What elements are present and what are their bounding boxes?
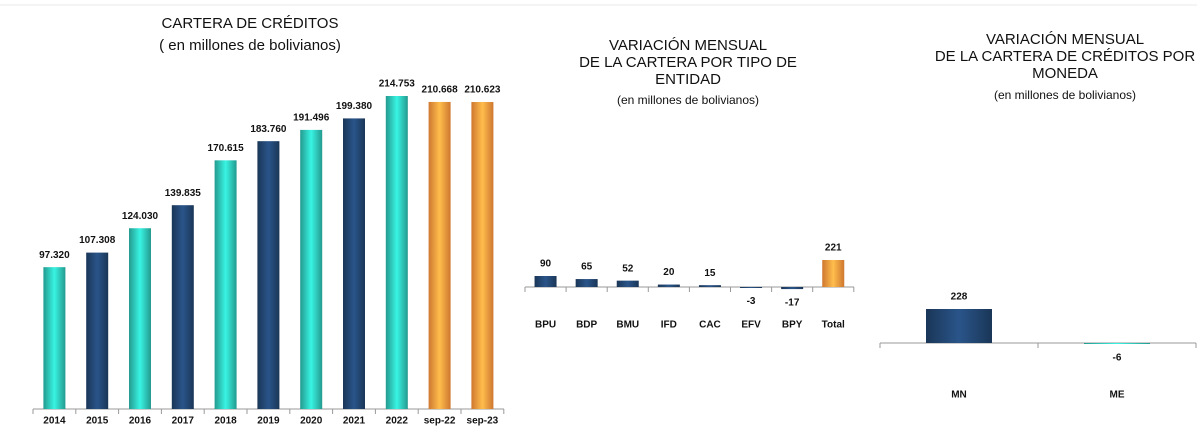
value-label: 124.030 <box>122 211 159 222</box>
bar <box>385 96 408 409</box>
value-label: 107.308 <box>79 235 116 246</box>
x-tick-label: 2020 <box>300 416 323 427</box>
value-label: 210.623 <box>464 85 501 96</box>
value-label: 191.496 <box>293 113 330 124</box>
chart-subtitle: ( en millones de bolivianos) <box>159 37 341 54</box>
x-tick-label: sep-23 <box>467 416 499 427</box>
bar <box>257 141 280 409</box>
value-label: 15 <box>704 268 716 279</box>
value-label: -17 <box>785 298 800 309</box>
bar <box>129 228 151 409</box>
x-tick-label: 2017 <box>172 416 195 427</box>
x-tick-label: Total <box>822 320 845 331</box>
x-tick-label: IFD <box>661 320 677 331</box>
bar <box>616 280 639 287</box>
bar <box>534 276 557 287</box>
x-tick-label: MN <box>951 390 967 401</box>
x-tick-label: BPY <box>782 320 803 331</box>
chart-title: VARIACIÓN MENSUAL <box>986 31 1144 48</box>
x-tick-label: 2015 <box>86 416 109 427</box>
bar <box>740 287 763 288</box>
bar <box>575 279 598 287</box>
chart-title: DE LA CARTERA DE CRÉDITOS POR <box>935 48 1196 65</box>
x-tick-label: BDP <box>576 320 597 331</box>
x-tick-label: sep-22 <box>424 416 456 427</box>
value-label: 183.760 <box>250 124 287 135</box>
x-tick-label: EFV <box>741 320 761 331</box>
bar <box>822 260 845 287</box>
chart-title: VARIACIÓN MENSUAL <box>609 37 767 54</box>
x-tick-label: CAC <box>699 320 721 331</box>
chart-subtitle: (en millones de bolivianos) <box>617 93 759 107</box>
chart-title: CARTERA DE CRÉDITOS <box>162 15 339 32</box>
chart-subtitle: (en millones de bolivianos) <box>994 88 1136 102</box>
value-label: 97.320 <box>39 250 70 261</box>
bar <box>171 205 194 409</box>
value-label: 221 <box>825 243 842 254</box>
value-label: 170.615 <box>208 143 245 154</box>
value-label: 90 <box>540 259 552 270</box>
x-tick-label: 2021 <box>343 416 366 427</box>
x-tick-label: BMU <box>616 320 639 331</box>
value-label: 20 <box>663 267 675 278</box>
value-label: 65 <box>581 262 593 273</box>
x-tick-label: 2016 <box>129 416 152 427</box>
value-label: 139.835 <box>165 188 202 199</box>
bar <box>214 160 237 409</box>
x-tick-label: 2014 <box>43 416 66 427</box>
bar <box>926 309 992 343</box>
bar <box>471 102 494 410</box>
bar <box>657 284 680 287</box>
bar <box>781 287 804 290</box>
value-label: 214.753 <box>379 79 416 90</box>
bar <box>343 118 365 409</box>
bar <box>428 101 451 409</box>
value-label: -3 <box>747 296 756 307</box>
chart-title: MONEDA <box>1032 65 1098 82</box>
chart-title: DE LA CARTERA POR TIPO DE <box>579 54 797 71</box>
bar <box>86 252 109 409</box>
chart: CARTERA DE CRÉDITOS ( en millones de boli… <box>32 15 505 427</box>
x-tick-label: 2022 <box>386 416 409 427</box>
bar <box>1084 343 1150 344</box>
value-label: -6 <box>1113 353 1122 364</box>
x-tick-label: 2019 <box>257 416 280 427</box>
bar <box>698 285 721 287</box>
value-label: 52 <box>622 263 634 274</box>
value-label: 199.380 <box>336 101 373 112</box>
chart-title: ENTIDAD <box>655 71 721 88</box>
bar <box>43 267 66 409</box>
value-label: 228 <box>951 292 968 303</box>
x-tick-label: BPU <box>535 320 556 331</box>
x-tick-label: 2018 <box>214 416 237 427</box>
bar <box>300 129 323 410</box>
x-tick-label: ME <box>1110 390 1125 401</box>
value-label: 210.668 <box>422 85 459 96</box>
